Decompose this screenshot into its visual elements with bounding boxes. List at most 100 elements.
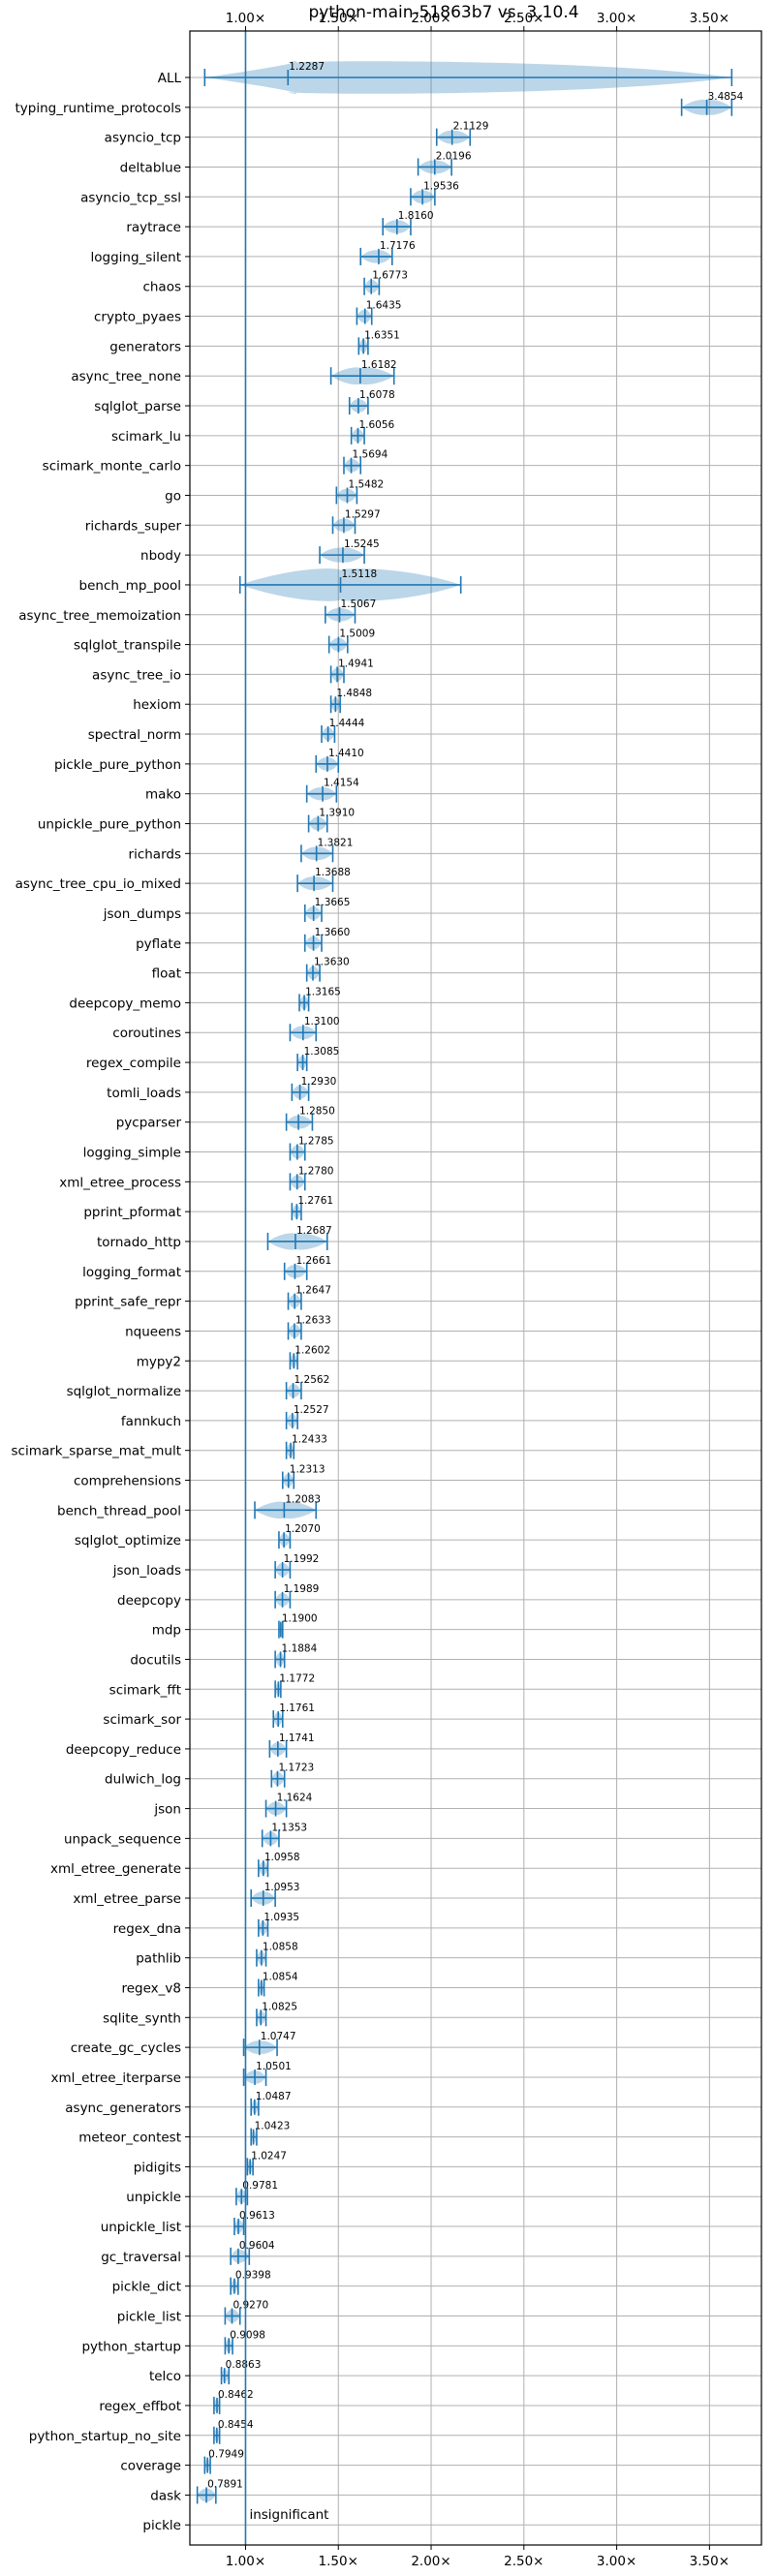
value-label: 1.2562 <box>294 1374 330 1386</box>
benchmark-label: float <box>152 966 181 982</box>
benchmark-label: ALL <box>158 71 182 86</box>
benchmark-label: pprint_safe_repr <box>75 1295 181 1310</box>
violin-async_tree_cpu_io_mixed: 1.3688 <box>296 867 351 893</box>
violin-nbody: 1.5245 <box>319 538 380 565</box>
value-label: 1.1761 <box>279 1702 315 1714</box>
benchmark-label: xml_etree_generate <box>50 1861 181 1877</box>
violin-scimark_sor: 1.1761 <box>272 1702 315 1729</box>
benchmark-label: scimark_fft <box>109 1682 181 1698</box>
x-tick-label-bottom: 3.50× <box>690 2554 729 2569</box>
value-label: 1.0247 <box>251 2150 287 2162</box>
benchmark-label: nqueens <box>125 1324 181 1339</box>
violin-sqlglot_optimize: 1.2070 <box>278 1523 321 1549</box>
violin-mako: 1.4154 <box>305 778 359 803</box>
benchmark-labels: ALL typing_runtime_protocols asyncio_tcpde… <box>12 71 190 2533</box>
value-label: 1.5245 <box>344 538 380 550</box>
violin-pidigits: 1.0247 <box>246 2150 287 2176</box>
violin-xml_etree_process: 1.2780 <box>289 1165 334 1191</box>
value-label: 1.6078 <box>359 389 395 401</box>
violin-richards_super: 1.5297 <box>331 508 381 535</box>
benchmark-label: spectral_norm <box>88 727 181 743</box>
benchmark-label: dulwich_log <box>105 1772 181 1788</box>
violin-spectral_norm: 1.4444 <box>321 718 365 744</box>
value-label: 1.2070 <box>285 1523 321 1535</box>
value-label: 1.5118 <box>342 568 378 580</box>
value-label: 1.0953 <box>264 1882 300 1893</box>
benchmark-label: logging_format <box>82 1265 181 1280</box>
value-label: 1.2527 <box>294 1404 329 1416</box>
violin-unpack_sequence: 1.1353 <box>261 1822 307 1848</box>
violin-mypy2: 1.2602 <box>289 1344 330 1370</box>
value-label: 1.0423 <box>255 2121 291 2132</box>
violin-bench_mp_pool: 1.5118 <box>238 568 462 601</box>
value-label: 0.7949 <box>208 2449 244 2461</box>
value-label: 1.3660 <box>315 927 351 938</box>
violin-scimark_sparse_mat_mult: 1.2433 <box>285 1434 327 1459</box>
value-label: 1.6182 <box>361 359 397 371</box>
value-label: 1.2633 <box>295 1314 331 1326</box>
benchmark-label: json_loads <box>112 1563 181 1579</box>
value-label: 1.1723 <box>278 1763 314 1774</box>
violin-deltablue: 2.0196 <box>417 150 472 176</box>
value-label: 1.0854 <box>263 1971 298 1982</box>
violin-pyflate: 1.3660 <box>303 927 351 952</box>
benchmark-label: pickle_dict <box>112 2280 181 2295</box>
x-tick-label-top: 1.00× <box>226 11 265 26</box>
violin-hexiom: 1.4848 <box>329 688 372 714</box>
benchmark-label: python_startup_no_site <box>29 2429 181 2444</box>
benchmark-label: bench_mp_pool <box>79 578 181 594</box>
value-label: 1.5067 <box>341 598 377 610</box>
benchmark-label: gc_traversal <box>101 2250 181 2265</box>
x-axis-ticks-top: 1.00× 1.50× 2.00× 2.50× 3.00× 3.50× <box>226 11 729 31</box>
value-label: 1.5482 <box>348 478 384 490</box>
value-label: 1.2433 <box>292 1434 327 1446</box>
benchmark-label: crypto_pyaes <box>94 310 181 325</box>
value-label: 1.2780 <box>298 1165 334 1177</box>
violin-python_startup: 0.9098 <box>224 2329 265 2355</box>
value-label: 0.8454 <box>218 2419 254 2431</box>
value-label: 1.4848 <box>336 688 372 699</box>
x-axis-ticks-bottom: 1.00× 1.50× 2.00× 2.50× 3.00× 3.50× <box>226 2545 729 2569</box>
plot-frame <box>189 30 762 2546</box>
value-label: 0.9398 <box>235 2270 271 2282</box>
violin-regex_compile: 1.3085 <box>296 1046 339 1072</box>
value-label: 1.3821 <box>318 837 354 848</box>
violin-asyncio_tcp: 2.1129 <box>435 121 489 146</box>
benchmark-label: pprint_pformat <box>83 1205 181 1220</box>
value-label: 1.3165 <box>305 986 341 997</box>
violin-dask: 0.7891 <box>196 2478 243 2504</box>
violin-sqlglot_parse: 1.6078 <box>348 389 395 415</box>
violin-async_tree_io: 1.4941 <box>329 658 374 684</box>
benchmark-label: unpickle_list <box>101 2220 181 2235</box>
value-label: 1.3630 <box>314 957 350 968</box>
benchmark-label: asyncio_tcp <box>105 131 181 146</box>
violin-float: 1.3630 <box>305 957 350 982</box>
benchmark-label: generators <box>109 339 181 354</box>
benchmark-label: pyflate <box>136 936 181 952</box>
benchmark-label: sqlglot_transpile <box>74 638 181 654</box>
benchmark-label: xml_etree_parse <box>73 1891 181 1907</box>
benchmark-label: regex_dna <box>113 1921 181 1937</box>
violin-pprint_safe_repr: 1.2647 <box>287 1285 331 1310</box>
violin-create_gc_cycles: 1.0747 <box>242 2031 296 2057</box>
value-label: 0.8863 <box>226 2359 262 2371</box>
benchmark-label: dask <box>150 2488 181 2503</box>
violin-sqlite_synth: 1.0825 <box>256 2001 297 2027</box>
violin-scimark_fft: 1.1772 <box>274 1672 315 1699</box>
x-tick-label-bottom: 1.00× <box>226 2554 265 2569</box>
benchmark-label: asyncio_tcp_ssl <box>80 190 181 205</box>
violin-pycparser: 1.2850 <box>285 1106 335 1131</box>
benchmark-label: unpack_sequence <box>64 1831 181 1847</box>
benchmark-label: mypy2 <box>137 1354 181 1369</box>
benchmark-label: chaos <box>142 280 181 295</box>
benchmark-label: regex_compile <box>86 1056 181 1071</box>
violin-xml_etree_parse: 1.0953 <box>250 1882 300 1908</box>
benchmark-label: xml_etree_process <box>59 1175 181 1190</box>
value-label: 1.0747 <box>261 2031 296 2042</box>
benchmark-label: deepcopy_memo <box>69 996 181 1011</box>
violin-json_dumps: 1.3665 <box>303 897 350 922</box>
violin-comprehensions: 1.2313 <box>281 1464 326 1489</box>
value-label: 1.4941 <box>338 658 374 669</box>
benchmark-label: deltablue <box>120 160 181 175</box>
value-label: 2.1129 <box>453 121 489 133</box>
